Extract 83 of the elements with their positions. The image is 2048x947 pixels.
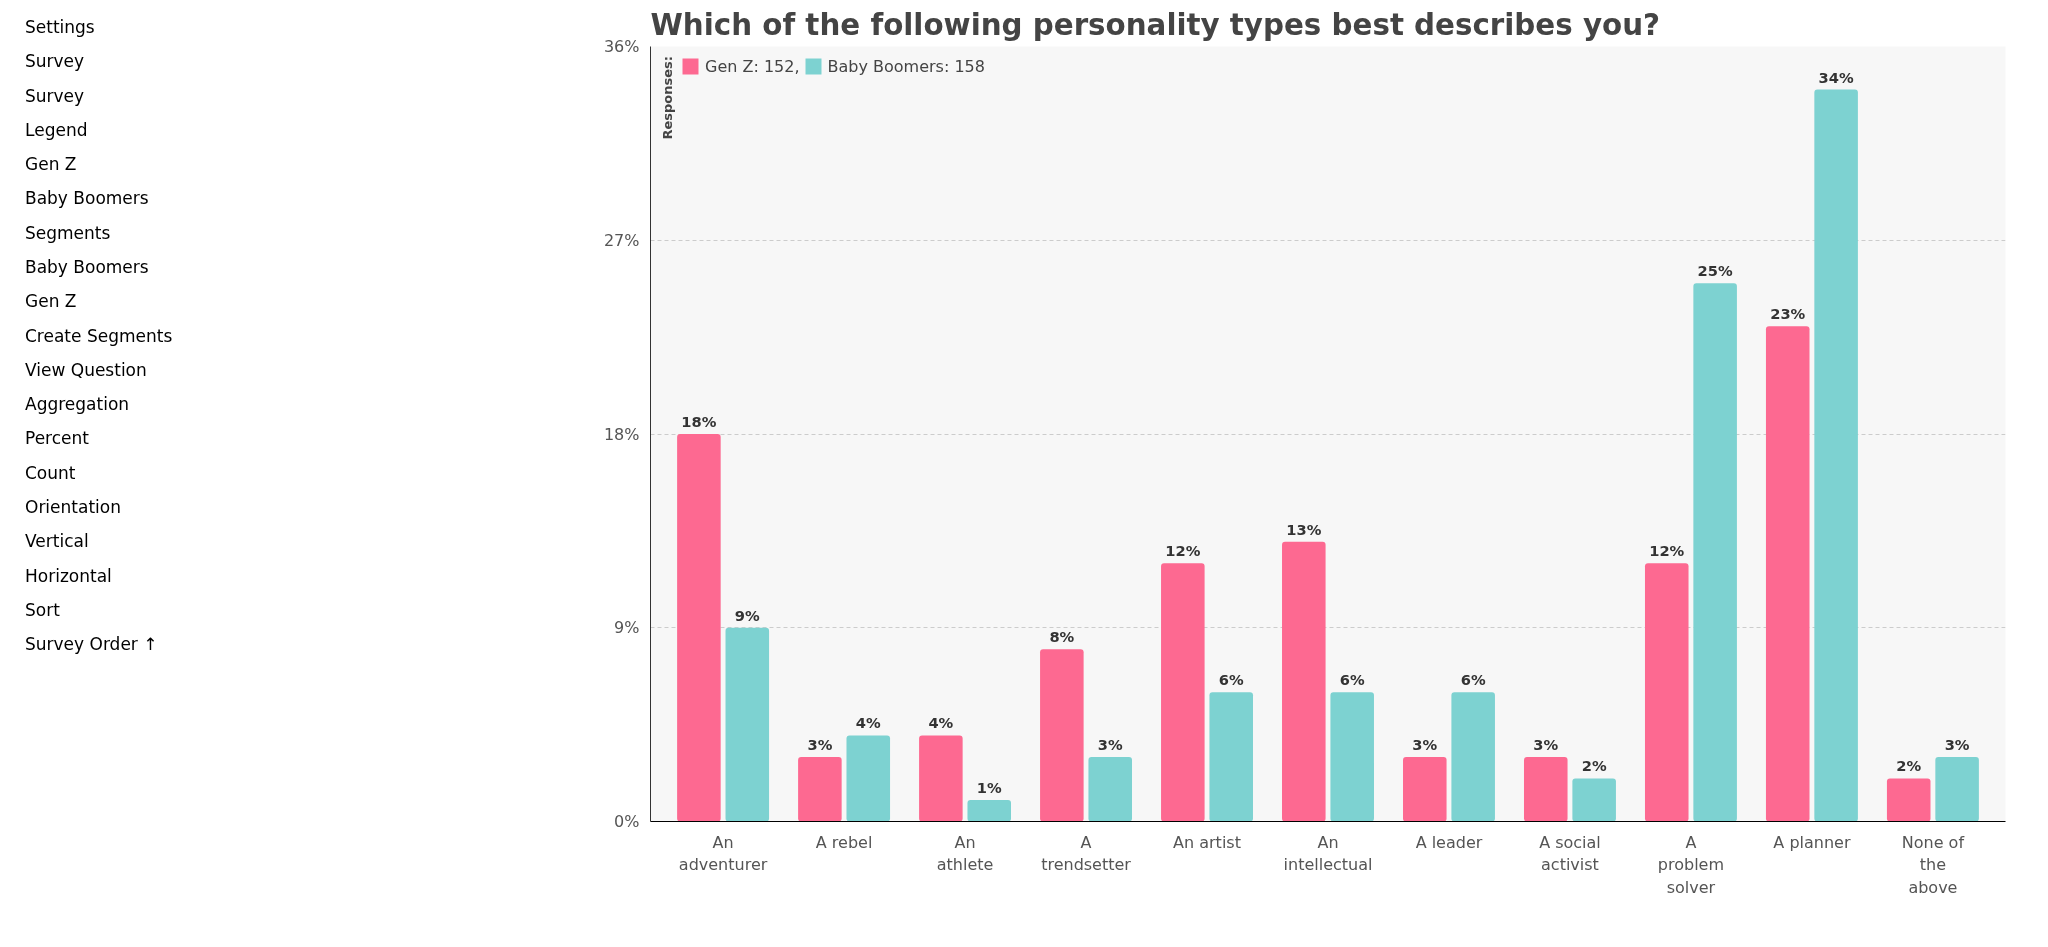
text: Settings xyxy=(25,16,96,39)
text: Survey xyxy=(25,50,86,74)
data-label: 3% xyxy=(1944,735,1970,753)
text: Aggregation xyxy=(25,393,131,417)
bar xyxy=(677,434,721,822)
data-label: 12% xyxy=(1649,542,1685,560)
data-label: 3% xyxy=(1097,735,1123,753)
bar xyxy=(1814,89,1858,822)
data-label: 9% xyxy=(734,606,761,624)
text: Count xyxy=(25,461,77,485)
text: Horizontal xyxy=(25,564,113,588)
x-tick-label: A social activist xyxy=(1539,832,1601,875)
bar xyxy=(1282,541,1326,822)
x-tick-label: None of the above xyxy=(1901,832,1965,898)
x-tick-label: An adventurer xyxy=(678,832,768,875)
data-label: 6% xyxy=(1460,671,1486,689)
data-label: 4% xyxy=(855,714,882,732)
text: Percent xyxy=(25,427,90,451)
bar xyxy=(1209,692,1253,822)
y-tick-label: 9% xyxy=(614,618,640,638)
x-tick-label: An intellectual xyxy=(1283,832,1373,875)
bar xyxy=(1403,756,1447,822)
data-label: 1% xyxy=(976,778,1003,796)
bar xyxy=(846,735,891,822)
data-label: 25% xyxy=(1697,262,1733,280)
text: Sort xyxy=(25,598,61,622)
bar xyxy=(1886,778,1931,822)
data-label: 6% xyxy=(1218,671,1244,689)
data-label: 23% xyxy=(1770,305,1806,323)
x-tick-label: A leader xyxy=(1415,832,1483,852)
bar xyxy=(1451,692,1495,822)
text: Orientation xyxy=(25,495,122,519)
data-label: 3% xyxy=(1412,735,1438,753)
text: Legend xyxy=(25,118,89,142)
bar xyxy=(725,627,770,822)
x-tick-label: A planner xyxy=(1773,832,1851,852)
bar xyxy=(1572,778,1616,822)
data-label: 2% xyxy=(1581,757,1607,775)
y-tick-label: 36% xyxy=(603,37,640,56)
text: Baby Boomers xyxy=(25,255,150,279)
x-tick-label: A problem solver xyxy=(1657,832,1725,898)
text: Vertical xyxy=(25,530,90,554)
bar xyxy=(1765,326,1810,822)
text: Gen Z xyxy=(25,153,78,177)
bar xyxy=(798,756,842,822)
chart-title: Which of the following personality types best describes you? xyxy=(650,7,1661,42)
bar xyxy=(919,735,963,822)
bar xyxy=(1330,692,1374,822)
x-tick-label: An artist xyxy=(1173,832,1241,852)
text: Segments xyxy=(25,221,112,245)
bar xyxy=(1935,756,1979,822)
bar xyxy=(1644,563,1689,822)
text: Baby Boomers xyxy=(25,187,150,211)
bar xyxy=(967,799,1012,822)
text: Survey Order ↑ xyxy=(25,633,159,657)
data-label: 18% xyxy=(681,413,717,430)
y-tick-label: 27% xyxy=(603,230,640,250)
data-label: 2% xyxy=(1896,757,1922,775)
legend-title: Responses: xyxy=(660,56,675,140)
x-tick-label: An athlete xyxy=(936,832,994,875)
legend-label: Baby Boomers: 158 xyxy=(827,56,985,76)
bar xyxy=(1040,649,1084,822)
text: Gen Z xyxy=(25,290,78,314)
data-label: 12% xyxy=(1165,542,1201,560)
data-label: 8% xyxy=(1049,628,1075,646)
bar xyxy=(1161,563,1205,822)
data-label: 4% xyxy=(928,714,954,732)
x-tick-label: A rebel xyxy=(815,832,873,852)
text: Create Segments xyxy=(25,324,173,348)
data-label: 13% xyxy=(1286,520,1322,538)
data-label: 3% xyxy=(807,735,833,753)
bar xyxy=(1088,756,1133,822)
data-label: 34% xyxy=(1818,68,1854,86)
text: View Question xyxy=(25,358,148,382)
text: Survey xyxy=(25,84,86,108)
y-tick-label: 0% xyxy=(614,812,640,831)
bar xyxy=(1693,283,1737,822)
y-tick-label: 18% xyxy=(603,424,640,444)
data-label: 6% xyxy=(1339,671,1365,689)
x-tick-label: A trendsetter xyxy=(1041,832,1132,875)
data-label: 3% xyxy=(1533,735,1559,753)
legend-label: Gen Z: 152, xyxy=(705,56,800,76)
bar xyxy=(1523,756,1568,822)
